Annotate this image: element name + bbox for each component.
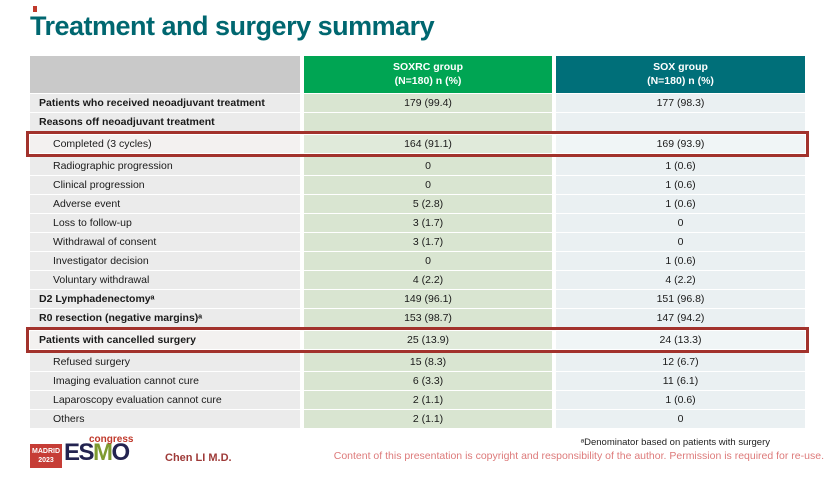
table-row: Radiographic progression 0 1 (0.6) bbox=[30, 157, 805, 175]
sox-value: 12 (6.7) bbox=[556, 353, 805, 371]
header-cell-empty bbox=[30, 56, 300, 93]
copyright-notice: Content of this presentation is copyrigh… bbox=[333, 450, 824, 462]
soxrc-value: 6 (3.3) bbox=[304, 372, 552, 390]
table-row: Imaging evaluation cannot cure 6 (3.3) 11 … bbox=[30, 372, 805, 390]
table-row: Others 2 (1.1) 0 bbox=[30, 410, 805, 428]
table-row: Adverse event 5 (2.8) 1 (0.6) bbox=[30, 195, 805, 213]
sox-value: 0 bbox=[556, 410, 805, 428]
row-label: R0 resection (negative margins)ᵃ bbox=[30, 309, 300, 327]
logo-city: MADRID bbox=[32, 447, 60, 455]
row-label: Completed (3 cycles) bbox=[30, 135, 300, 153]
soxrc-value: 149 (96.1) bbox=[304, 290, 552, 308]
soxrc-value: 0 bbox=[304, 176, 552, 194]
table-row: Withdrawal of consent 3 (1.7) 0 bbox=[30, 233, 805, 251]
row-label: Radiographic progression bbox=[30, 157, 300, 175]
treatment-summary-table: SOXRC group (N=180) n (%) SOX group (N=1… bbox=[26, 56, 809, 429]
congress-label: congress bbox=[89, 434, 134, 445]
sox-value: 4 (2.2) bbox=[556, 271, 805, 289]
row-label: Patients with cancelled surgery bbox=[30, 331, 300, 349]
table-row: Laparoscopy evaluation cannot cure 2 (1.1… bbox=[30, 391, 805, 409]
row-label: Adverse event bbox=[30, 195, 300, 213]
author-name: Chen LI M.D. bbox=[165, 452, 232, 464]
soxrc-value: 3 (1.7) bbox=[304, 233, 552, 251]
row-label: Investigator decision bbox=[30, 252, 300, 270]
header-cell-soxrc-group: SOXRC group (N=180) n (%) bbox=[304, 56, 552, 93]
sox-value bbox=[556, 113, 805, 131]
soxrc-value: 0 bbox=[304, 252, 552, 270]
soxrc-value: 25 (13.9) bbox=[304, 331, 552, 349]
soxrc-value: 153 (98.7) bbox=[304, 309, 552, 327]
soxrc-value: 164 (91.1) bbox=[304, 135, 552, 153]
esmo-letter: E bbox=[64, 439, 80, 466]
table-footnote: ᵃDenominator based on patients with surg… bbox=[580, 437, 770, 448]
row-label: Others bbox=[30, 410, 300, 428]
table-row: R0 resection (negative margins)ᵃ 153 (98.… bbox=[30, 309, 805, 327]
table-row: Clinical progression 0 1 (0.6) bbox=[30, 176, 805, 194]
table-row-highlighted: Completed (3 cycles) 164 (91.1) 169 (93.9) bbox=[26, 131, 809, 157]
header-cell-sox-group: SOX group (N=180) n (%) bbox=[556, 56, 805, 93]
soxrc-value: 2 (1.1) bbox=[304, 391, 552, 409]
soxrc-value: 2 (1.1) bbox=[304, 410, 552, 428]
logo-year: 2023 bbox=[38, 457, 54, 464]
soxrc-value: 5 (2.8) bbox=[304, 195, 552, 213]
sox-group-name: SOX group bbox=[653, 61, 708, 74]
soxrc-value bbox=[304, 113, 552, 131]
sox-value: 1 (0.6) bbox=[556, 157, 805, 175]
row-label: Refused surgery bbox=[30, 353, 300, 371]
esmo-logo: ESMO bbox=[64, 439, 131, 466]
page-title: Treatment and surgery summary bbox=[30, 11, 435, 41]
table-row: Voluntary withdrawal 4 (2.2) 4 (2.2) bbox=[30, 271, 805, 289]
red-accent-mark bbox=[33, 6, 37, 12]
soxrc-value: 0 bbox=[304, 157, 552, 175]
sox-value: 151 (96.8) bbox=[556, 290, 805, 308]
row-label: Laparoscopy evaluation cannot cure bbox=[30, 391, 300, 409]
soxrc-group-name: SOXRC group bbox=[393, 61, 463, 74]
sox-value: 147 (94.2) bbox=[556, 309, 805, 327]
row-label: Patients who received neoadjuvant treatm… bbox=[30, 94, 300, 112]
esmo-letter: S bbox=[78, 439, 95, 466]
soxrc-value: 15 (8.3) bbox=[304, 353, 552, 371]
sox-value: 1 (0.6) bbox=[556, 391, 805, 409]
soxrc-value: 3 (1.7) bbox=[304, 214, 552, 232]
table-row: D2 Lymphadenectomyᵃ 149 (96.1) 151 (96.8) bbox=[30, 290, 805, 308]
soxrc-group-n: (N=180) n (%) bbox=[394, 74, 462, 87]
row-label: Loss to follow-up bbox=[30, 214, 300, 232]
sox-value: 1 (0.6) bbox=[556, 176, 805, 194]
esmo-letter: M bbox=[93, 439, 113, 466]
table-row: Loss to follow-up 3 (1.7) 0 bbox=[30, 214, 805, 232]
esmo-letter: O bbox=[111, 439, 131, 466]
soxrc-value: 4 (2.2) bbox=[304, 271, 552, 289]
sox-value: 0 bbox=[556, 233, 805, 251]
sox-value: 177 (98.3) bbox=[556, 94, 805, 112]
sox-group-n: (N=180) n (%) bbox=[647, 74, 714, 87]
sox-value: 0 bbox=[556, 214, 805, 232]
table-row: Refused surgery 15 (8.3) 12 (6.7) bbox=[30, 353, 805, 371]
table-row-highlighted: Patients with cancelled surgery 25 (13.9)… bbox=[26, 327, 809, 353]
sox-value: 1 (0.6) bbox=[556, 252, 805, 270]
sox-value: 1 (0.6) bbox=[556, 195, 805, 213]
table-row: Investigator decision 0 1 (0.6) bbox=[30, 252, 805, 270]
row-label: Withdrawal of consent bbox=[30, 233, 300, 251]
row-label: Clinical progression bbox=[30, 176, 300, 194]
soxrc-value: 179 (99.4) bbox=[304, 94, 552, 112]
table-row: Patients who received neoadjuvant treatm… bbox=[30, 94, 805, 112]
table-body: Patients who received neoadjuvant treatm… bbox=[26, 94, 809, 428]
row-label: D2 Lymphadenectomyᵃ bbox=[30, 290, 300, 308]
sox-value: 169 (93.9) bbox=[556, 135, 805, 153]
row-label: Imaging evaluation cannot cure bbox=[30, 372, 300, 390]
sox-value: 11 (6.1) bbox=[556, 372, 805, 390]
row-label: Reasons off neoadjuvant treatment bbox=[30, 113, 300, 131]
table-row: Reasons off neoadjuvant treatment bbox=[30, 113, 805, 131]
row-label: Voluntary withdrawal bbox=[30, 271, 300, 289]
table-header-row: SOXRC group (N=180) n (%) SOX group (N=1… bbox=[30, 56, 805, 93]
sox-value: 24 (13.3) bbox=[556, 331, 805, 349]
esmo-madrid-2023-badge: MADRID 2023 bbox=[30, 444, 62, 468]
